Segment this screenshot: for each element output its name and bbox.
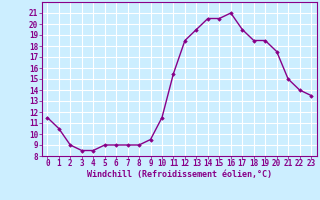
X-axis label: Windchill (Refroidissement éolien,°C): Windchill (Refroidissement éolien,°C) bbox=[87, 170, 272, 179]
